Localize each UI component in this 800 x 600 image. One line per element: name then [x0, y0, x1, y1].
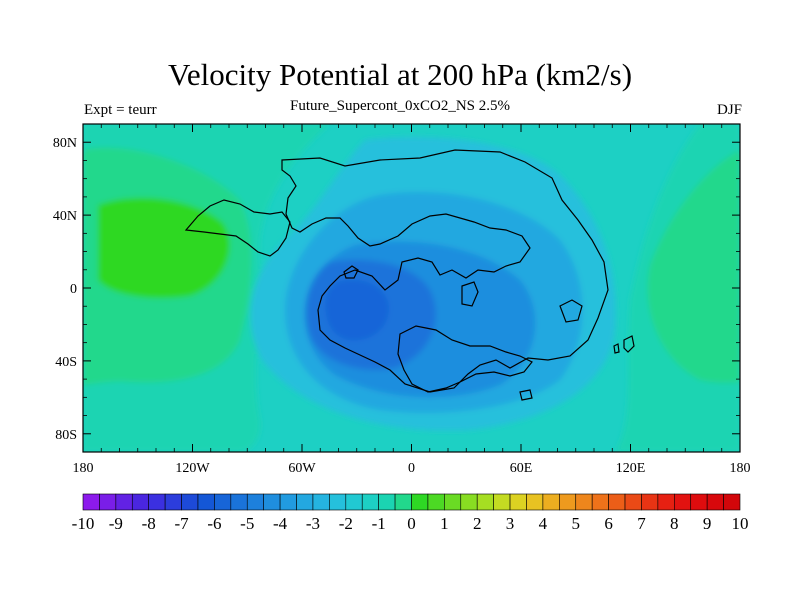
- experiment-label: Expt = teurr: [84, 102, 157, 118]
- island-interior-1: [461, 281, 479, 307]
- colorbar-label: 0: [407, 514, 416, 533]
- colorbar-swatch: [214, 493, 232, 511]
- x-tick-label: 180: [730, 461, 751, 476]
- y-tick-label: 80N: [53, 136, 77, 151]
- colorbar-label: 6: [604, 514, 613, 533]
- colorbar-label: 10: [732, 514, 749, 533]
- colorbar-label: -5: [240, 514, 254, 533]
- y-tick-label: 0: [70, 282, 77, 297]
- field-contour-minus5: [325, 280, 389, 341]
- colorbar-label: -9: [109, 514, 123, 533]
- x-axis-ticks: 180 120W 60W 0 60E 120E 180: [73, 124, 751, 476]
- island-south-1: [519, 389, 533, 401]
- colorbar-swatch: [246, 493, 264, 511]
- colorbar-swatch: [312, 493, 330, 511]
- colorbar-swatch: [181, 493, 199, 511]
- island-north-1: [343, 265, 359, 279]
- colorbar-label: -1: [372, 514, 386, 533]
- colorbar-swatch: [378, 493, 396, 511]
- y-axis-ticks: 80N 40N 0 40S 80S: [53, 136, 740, 443]
- colorbar-swatch: [296, 493, 314, 511]
- colorbar-swatch: [115, 493, 133, 511]
- colorbar-swatch: [197, 493, 215, 511]
- colorbar-swatch: [99, 493, 117, 511]
- field-contour-plus2-east: [647, 150, 740, 383]
- x-tick-label: 180: [73, 461, 94, 476]
- x-tick-label: 120E: [616, 461, 646, 476]
- colorbar-label: 3: [506, 514, 515, 533]
- colorbar-swatch: [575, 493, 593, 511]
- southern-archipelago-outline: [397, 325, 533, 393]
- colorbar-swatch: [82, 493, 100, 511]
- colorbar-label: -7: [174, 514, 189, 533]
- colorbar-label: 2: [473, 514, 482, 533]
- island-east-1: [623, 335, 635, 353]
- x-tick-label: 60E: [510, 461, 533, 476]
- colorbar-label: -4: [273, 514, 288, 533]
- field-contour-plus2.5: [98, 197, 230, 299]
- colorbar-swatch: [509, 493, 527, 511]
- colorbar-label: 1: [440, 514, 449, 533]
- colorbar-swatch: [444, 493, 462, 511]
- velocity-potential-field: [83, 124, 740, 452]
- colorbar-swatch: [542, 493, 560, 511]
- colorbar-swatch: [230, 493, 248, 511]
- colorbar-label: -3: [306, 514, 320, 533]
- colorbar-swatch: [673, 493, 692, 511]
- colorbar-swatch: [690, 493, 708, 511]
- colorbar-label: 4: [539, 514, 548, 533]
- map-title: Velocity Potential at 200 hPa (km2/s): [167, 57, 633, 92]
- colorbar-swatch: [476, 493, 494, 511]
- colorbar-swatch: [723, 493, 741, 511]
- island-interior-2: [559, 299, 583, 323]
- colorbar-label: -8: [142, 514, 156, 533]
- colorbar-swatch: [608, 493, 626, 511]
- map-subtitle: Future_Supercont_0xCO2_NS 2.5%: [290, 98, 510, 114]
- colorbar-swatch: [263, 493, 281, 511]
- colorbar-swatch: [148, 493, 166, 511]
- western-peninsula-outline: [184, 199, 291, 257]
- minor-ticks: [83, 123, 740, 453]
- colorbar-label: 9: [703, 514, 712, 533]
- colorbar-swatch: [657, 493, 675, 511]
- colorbar: [82, 493, 741, 511]
- colorbar-swatch: [164, 493, 182, 511]
- colorbar-label: -10: [72, 514, 95, 533]
- colorbar-swatch: [329, 493, 347, 511]
- colorbar-swatch: [706, 493, 724, 511]
- colorbar-swatch: [279, 493, 297, 511]
- continent-outline: [281, 149, 609, 393]
- island-east-2: [613, 343, 620, 354]
- colorbar-swatch: [394, 493, 412, 511]
- colorbar-swatch: [460, 493, 478, 511]
- x-tick-label: 0: [408, 461, 415, 476]
- y-tick-label: 80S: [55, 428, 77, 443]
- colorbar-labels: -10 -9 -8 -7 -6 -5 -4 -3 -2 -1 0 1 2 3 4 5 6 7 8 9 10: [72, 514, 749, 533]
- colorbar-swatch: [559, 493, 577, 511]
- colorbar-swatch: [361, 493, 379, 511]
- colorbar-label: -6: [207, 514, 221, 533]
- colorbar-swatch: [411, 493, 429, 511]
- colorbar-label: 5: [572, 514, 581, 533]
- colorbar-swatch: [493, 493, 511, 511]
- colorbar-swatch: [526, 493, 544, 511]
- colorbar-swatch: [591, 493, 609, 511]
- colorbar-swatch: [641, 493, 659, 511]
- colorbar-swatch: [131, 493, 149, 511]
- colorbar-swatch: [345, 493, 363, 511]
- colorbar-label: 8: [670, 514, 679, 533]
- x-tick-label: 120W: [175, 461, 210, 476]
- colorbar-swatch: [427, 493, 445, 511]
- y-tick-label: 40N: [53, 209, 77, 224]
- y-tick-label: 40S: [55, 355, 77, 370]
- colorbar-swatch: [624, 493, 642, 511]
- coastline-outline: [184, 149, 635, 401]
- season-label: DJF: [716, 102, 742, 118]
- colorbar-label: -2: [339, 514, 353, 533]
- x-tick-label: 60W: [288, 461, 316, 476]
- colorbar-label: 7: [637, 514, 646, 533]
